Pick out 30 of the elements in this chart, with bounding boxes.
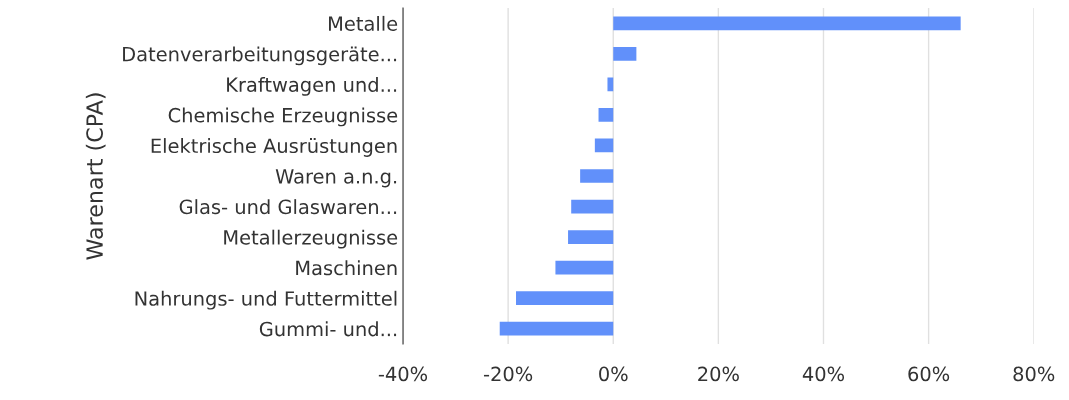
bar — [555, 260, 614, 275]
y-tick-label: Elektrische Ausrüstungen — [151, 138, 397, 157]
y-tick-label: Datenverarbeitungsgeräte... — [123, 46, 397, 66]
x-tick-label: -40% — [378, 366, 428, 382]
bar — [516, 291, 614, 306]
y-tick-label: Maschinen — [296, 260, 397, 276]
x-tick-label: 20% — [698, 366, 739, 382]
bar — [571, 199, 614, 214]
bar — [594, 138, 614, 153]
x-tick-label: -20% — [483, 366, 533, 382]
bar — [613, 16, 961, 31]
y-axis-title: Warenart (CPA) — [85, 93, 106, 260]
y-tick-label: Metallerzeugnisse — [224, 229, 398, 249]
y-tick-label: Kraftwagen und... — [227, 76, 397, 96]
bar — [598, 108, 614, 122]
bar — [499, 321, 614, 336]
bar — [568, 230, 614, 244]
x-tick-label: 40% — [802, 366, 845, 382]
x-tick-label: 60% — [908, 366, 950, 382]
y-tick-label: Gummi- und... — [259, 321, 397, 337]
x-tick-label: 0% — [599, 366, 628, 382]
y-tick-label: Glas- und Glaswaren... — [179, 199, 397, 215]
y-tick-label: Waren a.n.g. — [275, 169, 397, 188]
x-tick-label: 80% — [1013, 366, 1055, 382]
y-tick-label: Nahrungs- und Futtermittel — [135, 290, 397, 310]
y-tick-label: Chemische Erzeugnisse — [168, 107, 398, 127]
bar — [580, 169, 614, 183]
y-tick-label: Metalle — [329, 15, 398, 31]
bar — [613, 46, 637, 61]
bar — [607, 77, 614, 92]
